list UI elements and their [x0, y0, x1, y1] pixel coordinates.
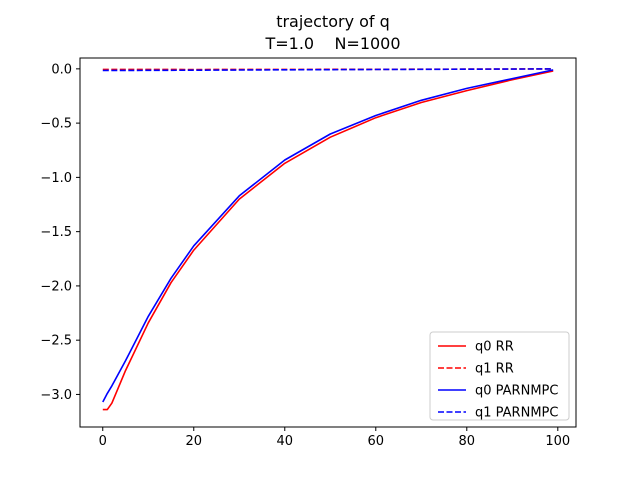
y-tick-label: −0.5 — [40, 117, 72, 132]
legend: q0 RR q1 RR q0 PARNMPC q1 PARNMPC — [429, 331, 570, 421]
plot-area — [102, 68, 554, 411]
series-line-q0-parnmpc — [102, 69, 554, 403]
legend-label: q1 RR — [475, 362, 514, 377]
legend-label: q0 PARNMPC — [475, 384, 558, 399]
series-line-q1-parnmpc — [102, 68, 554, 72]
x-tick-label: 0 — [99, 434, 107, 449]
legend-label: q1 PARNMPC — [475, 406, 558, 421]
x-tick-label: 20 — [185, 434, 202, 449]
x-tick-label: 80 — [459, 434, 476, 449]
x-tick-label: 40 — [276, 434, 293, 449]
axes: 0 20 40 60 80 100 0.0 −0.5 −1.0 −1.5 −2.0 −2.5 −3.0 — [40, 57, 577, 449]
y-tick-label: −2.5 — [40, 334, 72, 349]
chart-subtitle: T=1.0 N=1000 — [264, 34, 400, 53]
x-tick-label: 60 — [368, 434, 385, 449]
y-tick-label: −3.0 — [40, 388, 72, 403]
legend-box — [429, 331, 570, 421]
series-line-q0-rr — [102, 70, 554, 411]
y-tick-label: −1.5 — [40, 225, 72, 240]
y-tick-label: −1.0 — [40, 171, 72, 186]
x-tick-label: 100 — [545, 434, 570, 449]
y-tick-label: 0.0 — [51, 62, 72, 77]
chart-title: trajectory of q — [276, 12, 390, 31]
y-tick-label: −2.0 — [40, 279, 72, 294]
legend-label: q0 RR — [475, 340, 514, 355]
axes-frame — [79, 57, 577, 428]
